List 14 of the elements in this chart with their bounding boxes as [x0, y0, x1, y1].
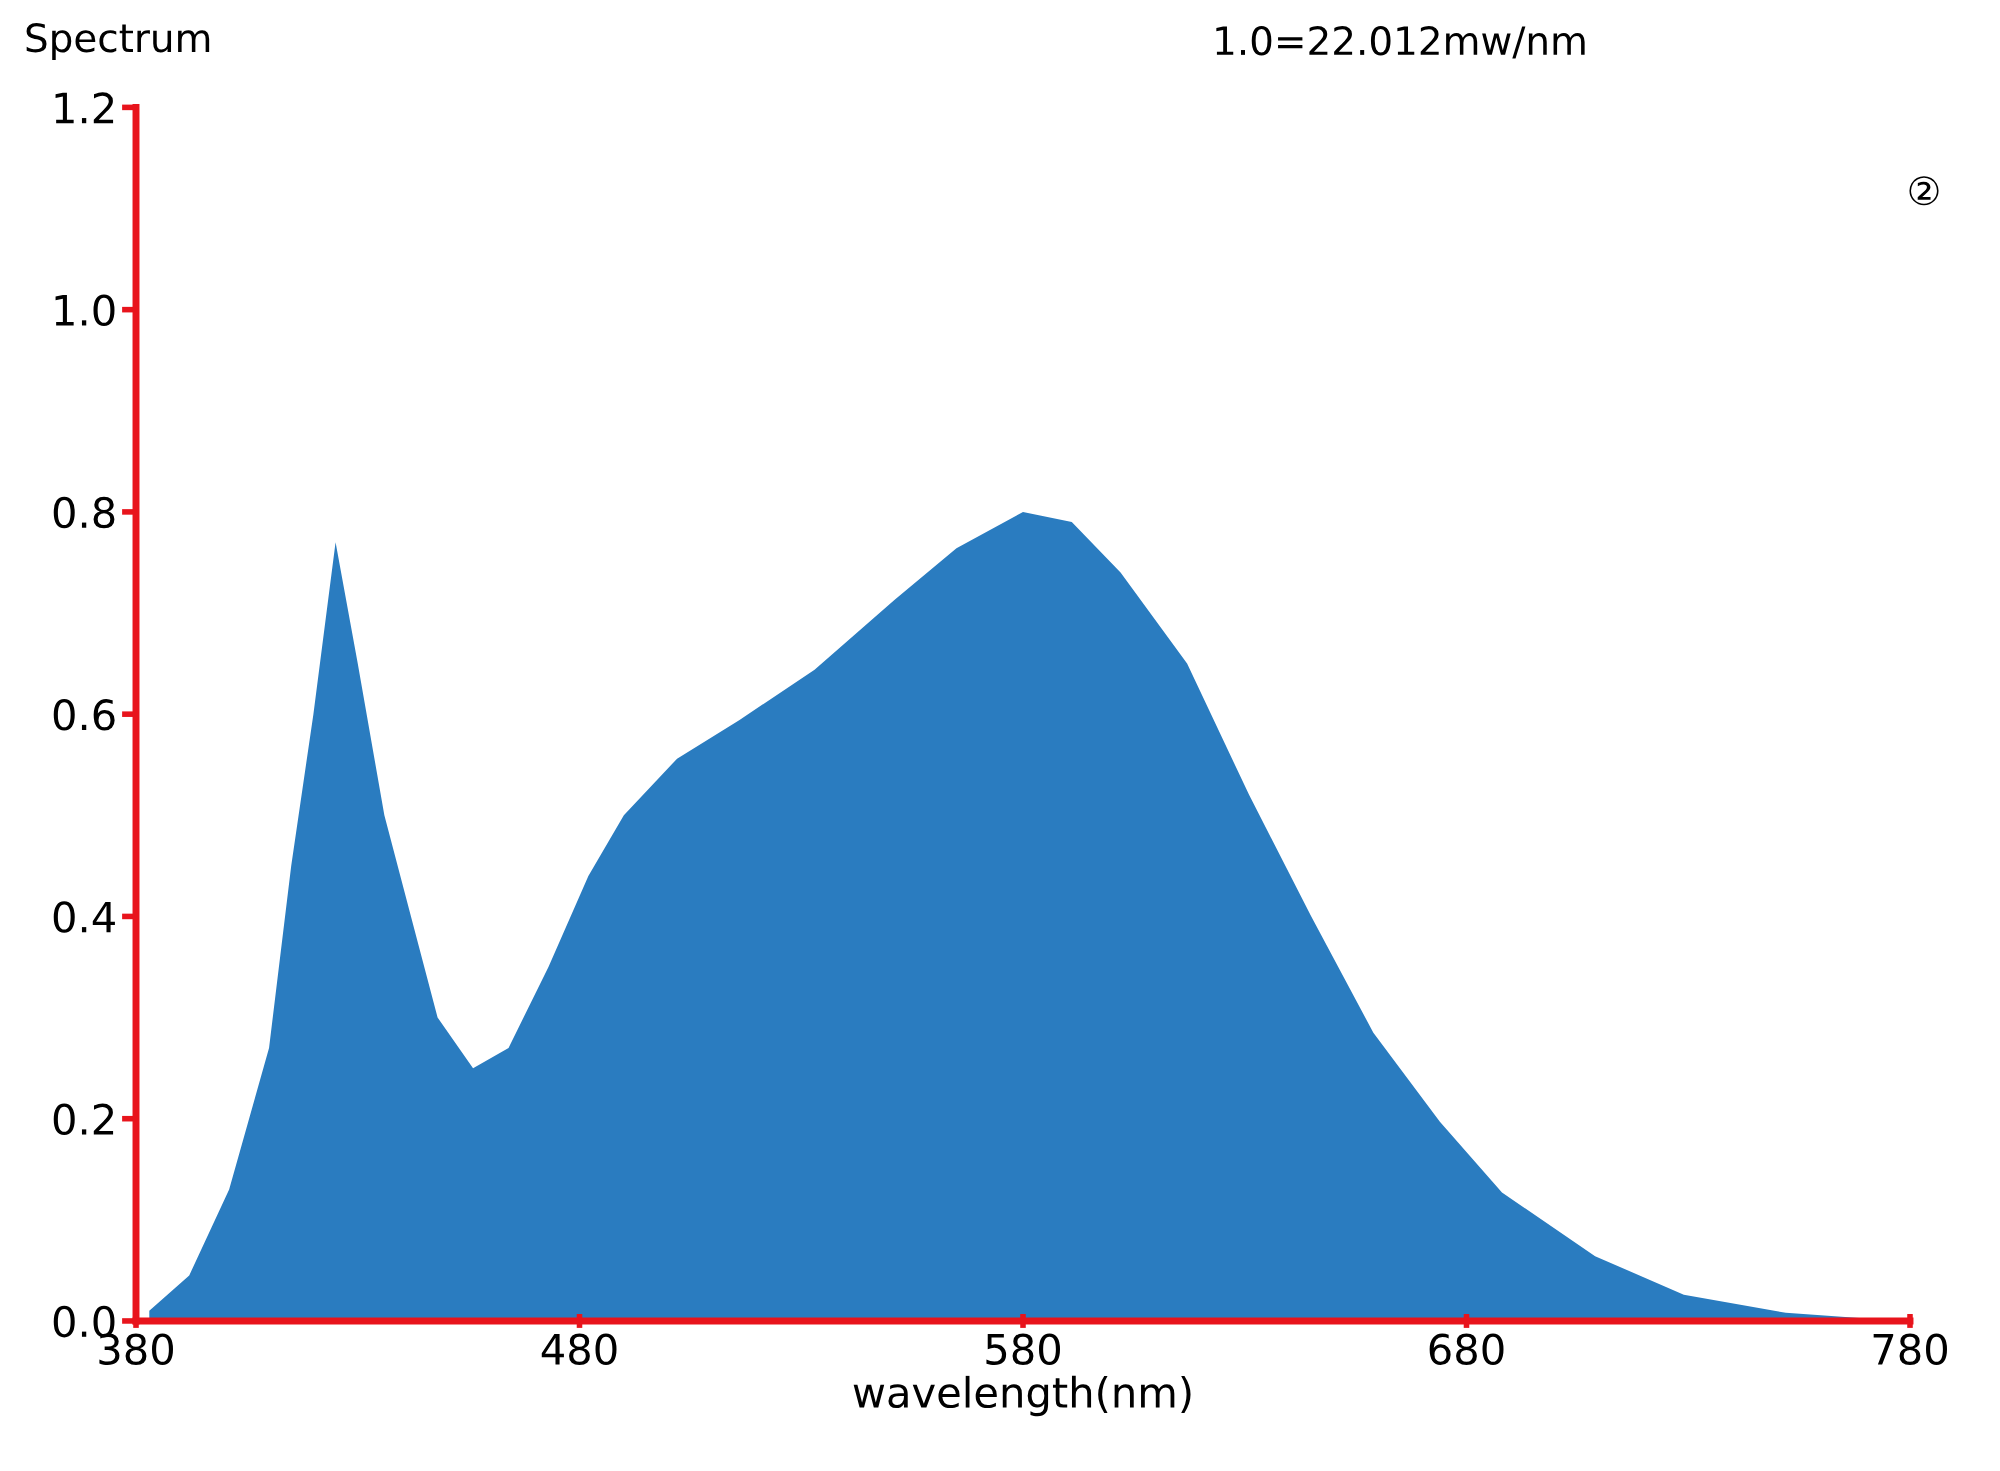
- annotation: ②: [1909, 176, 1939, 206]
- x-axis-title: wavelength(nm): [853, 1375, 1191, 1417]
- y-tick-label: 1.0: [55, 294, 115, 327]
- x-tick-label: 480: [541, 1333, 617, 1366]
- y-tick-label: 0.8: [53, 496, 115, 529]
- y-tick-label: 0.2: [53, 1103, 114, 1136]
- x-tick-label: 580: [986, 1333, 1060, 1366]
- y-axis-title: Spectrum: [26, 23, 210, 61]
- y-tick-label: 1.2: [55, 92, 114, 124]
- y-tick-label: 0.4: [53, 901, 115, 933]
- y-tick-label: 0.6: [53, 699, 115, 731]
- text: 1.0=22.012mw/nm: [1216, 26, 1585, 59]
- x-tick-label: 780: [1873, 1333, 1947, 1366]
- x-tick-label: 680: [1429, 1333, 1504, 1366]
